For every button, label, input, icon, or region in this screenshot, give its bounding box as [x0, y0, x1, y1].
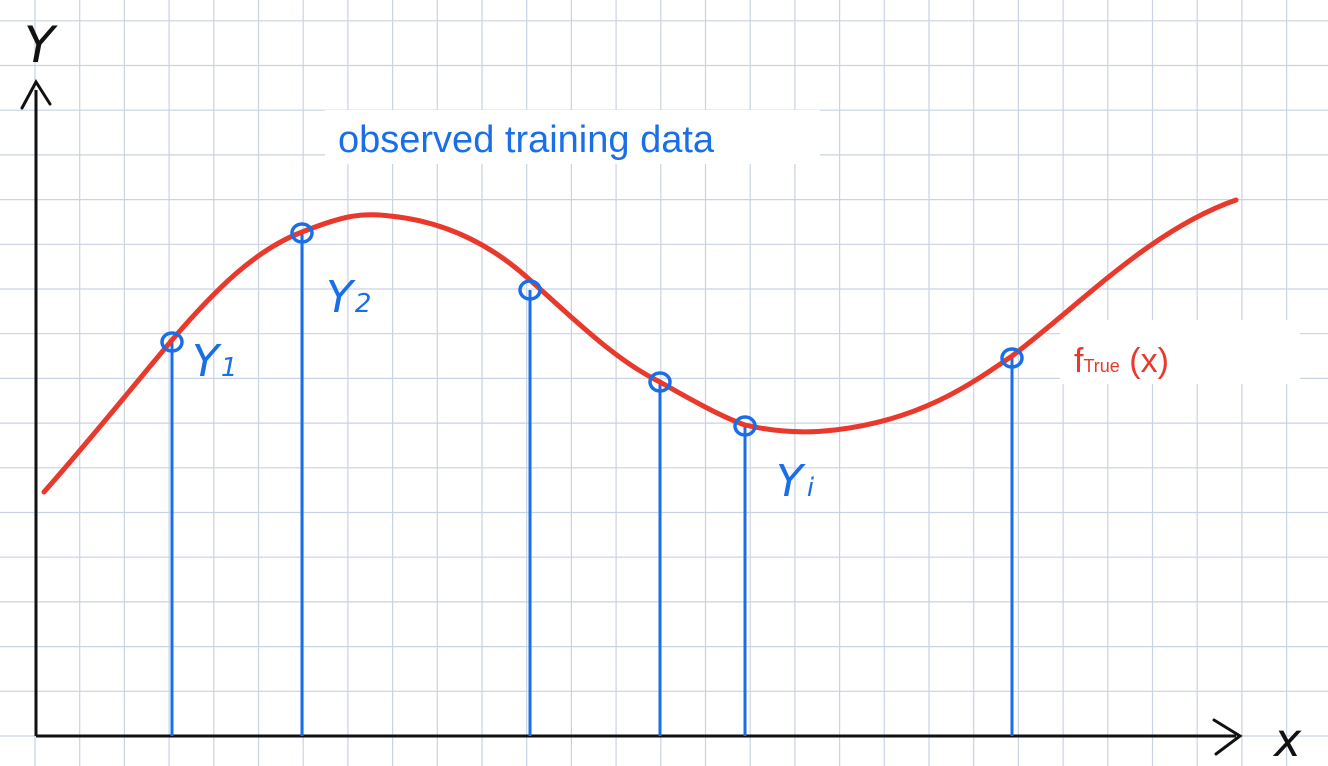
point-label-y2: Y2 — [326, 272, 371, 323]
observation-markers — [160, 222, 1024, 437]
point-label-y2-base: Y — [326, 272, 356, 323]
observation-point-2 — [290, 222, 314, 244]
curve-label-subscript: True — [1083, 356, 1119, 376]
diagram-title: observed training data — [338, 119, 715, 161]
x-axis-arrow-icon — [1212, 718, 1243, 756]
point-label-yi-sub: i — [807, 473, 815, 503]
observation-point-6 — [1000, 347, 1024, 369]
y-axis-label: Y — [24, 16, 58, 74]
point-label-yi-base: Y — [776, 456, 806, 507]
x-axis-label: x — [1272, 713, 1302, 766]
curve-label-argument: (x) — [1120, 342, 1169, 380]
point-label-y1-sub: 1 — [221, 353, 238, 383]
point-label-y1: Y1 — [192, 336, 237, 387]
observation-point-4 — [648, 371, 672, 393]
curve-label: fTrue (x) — [1074, 342, 1169, 380]
curve-label-main: f — [1074, 342, 1084, 380]
true-function-curve — [41, 197, 1239, 495]
observation-point-1 — [160, 331, 184, 353]
observation-point-3 — [518, 279, 542, 301]
axes — [20, 79, 1243, 756]
point-label-y1-base: Y — [192, 336, 222, 387]
observation-stems — [170, 233, 1014, 736]
observation-point-5 — [733, 415, 757, 437]
title-box — [325, 110, 820, 164]
y-axis-arrow-icon — [20, 79, 52, 110]
curve-label-box — [1060, 320, 1300, 384]
point-label-y2-sub: 2 — [355, 289, 372, 319]
